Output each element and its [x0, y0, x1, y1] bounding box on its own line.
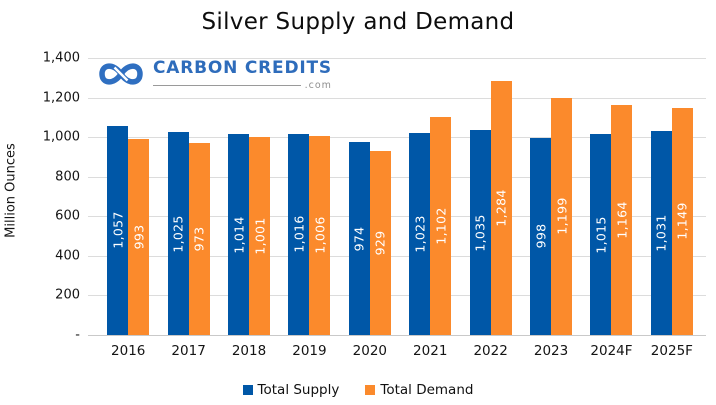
x-tick-label-2020: 2020: [352, 343, 387, 359]
bar-value-label: 929: [372, 230, 388, 256]
bar-total-supply-2016: 1,057: [107, 125, 129, 335]
bar-value-label: 1,031: [653, 214, 669, 252]
bar-value-label: 1,102: [433, 207, 449, 245]
bar-total-supply-2019: 1,016: [288, 133, 310, 335]
y-tick-label: -: [75, 327, 80, 343]
legend-label: Total Supply: [257, 382, 340, 398]
x-tick-label-2019: 2019: [292, 343, 327, 359]
bar-group-2023: 998 1,199: [521, 58, 581, 335]
y-tick-label: 400: [55, 248, 80, 264]
legend: Total Supply Total Demand: [0, 382, 716, 398]
gridline: [88, 216, 706, 218]
bar-group-2017: 1,025 973: [158, 58, 218, 335]
bar-value-label: 974: [351, 226, 367, 252]
bar-total-demand-2025F: 1,149: [671, 107, 693, 335]
x-tick-label-2022: 2022: [473, 343, 508, 359]
legend-swatch: [365, 385, 376, 395]
y-tick-label: 600: [55, 208, 80, 224]
bar-group-2025F: 1,031 1,149: [642, 58, 702, 335]
bar-total-demand-2020: 929: [369, 151, 391, 335]
bar-total-demand-2017: 973: [188, 142, 210, 335]
bar-total-demand-2021: 1,102: [430, 116, 452, 335]
bar-group-2024F: 1,015 1,164: [581, 58, 641, 335]
bar-total-supply-2025F: 1,031: [650, 131, 672, 335]
bar-value-label: 1,035: [472, 213, 488, 252]
logo-underline: [153, 84, 301, 86]
gridline: [88, 295, 706, 297]
bar-total-supply-2020: 974: [348, 142, 370, 335]
bar-total-supply-2022: 1,035: [469, 130, 491, 335]
x-tick-label-2023: 2023: [533, 343, 569, 359]
bar-total-supply-2023: 998: [530, 137, 552, 335]
bar-total-demand-2016: 993: [128, 138, 150, 335]
x-tick-label-2018: 2018: [231, 343, 267, 359]
y-tick-label: 1,200: [42, 90, 80, 106]
bar-group-2016: 1,057 993: [98, 58, 158, 335]
bar-total-demand-2019: 1,006: [309, 135, 331, 335]
y-tick-label: 200: [55, 287, 80, 303]
x-tick-label-2024F: 2024F: [590, 343, 633, 359]
x-tick-label-2017: 2017: [171, 343, 206, 359]
bar-total-supply-2017: 1,025: [167, 132, 189, 335]
plot-area: 1,057 993 1,025 973 1,014 1,001 1,016 1,006 974 9…: [88, 58, 706, 336]
y-axis: 1,400 1,200 1,000 800 600 400 200 -: [0, 51, 80, 343]
y-tick-label: 1,400: [42, 50, 80, 66]
bar-value-label: 1,001: [252, 217, 268, 255]
gridline: [88, 58, 706, 59]
legend-swatch: [242, 385, 253, 395]
bar-value-label: 1,016: [291, 215, 307, 254]
x-tick-label-2025F: 2025F: [650, 343, 693, 359]
x-tick-label-2021: 2021: [413, 343, 448, 359]
bar-value-label: 1,015: [593, 215, 609, 254]
bar-value-label: 1,199: [554, 197, 570, 236]
gridline: [88, 176, 706, 178]
bar-total-demand-2023: 1,199: [551, 97, 573, 335]
bar-value-label: 1,014: [231, 216, 247, 254]
legend-item-total-supply: Total Supply: [242, 382, 340, 398]
bar-total-demand-2022: 1,284: [490, 80, 512, 335]
infinity-loops-icon: [99, 63, 143, 85]
bar-group-2022: 1,035 1,284: [460, 58, 520, 335]
legend-label: Total Demand: [380, 382, 474, 398]
logo-text: CARBON CREDITS .com: [153, 58, 332, 91]
x-tick-label-2016: 2016: [111, 343, 146, 359]
gridline: [88, 97, 706, 99]
bar-value-label: 998: [533, 223, 549, 249]
watermark-logo: CARBON CREDITS .com: [98, 57, 332, 91]
y-tick-label: 1,000: [42, 129, 80, 145]
bar-total-demand-2018: 1,001: [249, 136, 271, 335]
bar-total-supply-2018: 1,014: [228, 134, 250, 335]
gridline: [88, 255, 706, 257]
bar-total-demand-2024F: 1,164: [611, 104, 633, 335]
bar-group-2018: 1,014 1,001: [219, 58, 279, 335]
x-axis-labels: 2016 2017 2018 2019 2020 2021 2022 2023 2024F 202…: [98, 343, 702, 359]
y-tick-label: 800: [55, 169, 80, 185]
bar-value-label: 993: [131, 224, 147, 250]
logo-tld: .com: [304, 79, 332, 91]
bar-series-container: 1,057 993 1,025 973 1,014 1,001 1,016 1,006 974 9…: [98, 58, 702, 335]
gridline: [88, 137, 706, 139]
logo-brand: CARBON CREDITS: [153, 57, 332, 78]
bar-total-supply-2021: 1,023: [409, 132, 431, 335]
chart-title: Silver Supply and Demand: [201, 9, 515, 35]
bar-total-supply-2024F: 1,015: [590, 134, 612, 335]
bar-value-label: 1,284: [493, 189, 509, 227]
bar-value-label: 1,057: [110, 211, 126, 250]
bar-group-2020: 974 929: [340, 58, 400, 335]
bar-value-label: 1,006: [312, 216, 328, 255]
bar-group-2019: 1,016 1,006: [279, 58, 339, 335]
legend-item-total-demand: Total Demand: [365, 382, 473, 398]
bar-value-label: 1,164: [614, 201, 630, 239]
bar-value-label: 1,023: [412, 215, 428, 253]
logo-rule: .com: [153, 80, 332, 91]
bar-value-label: 973: [191, 226, 207, 252]
bar-value-label: 1,025: [170, 214, 186, 253]
bar-value-label: 1,149: [674, 202, 690, 240]
bar-group-2021: 1,023 1,102: [400, 58, 460, 335]
